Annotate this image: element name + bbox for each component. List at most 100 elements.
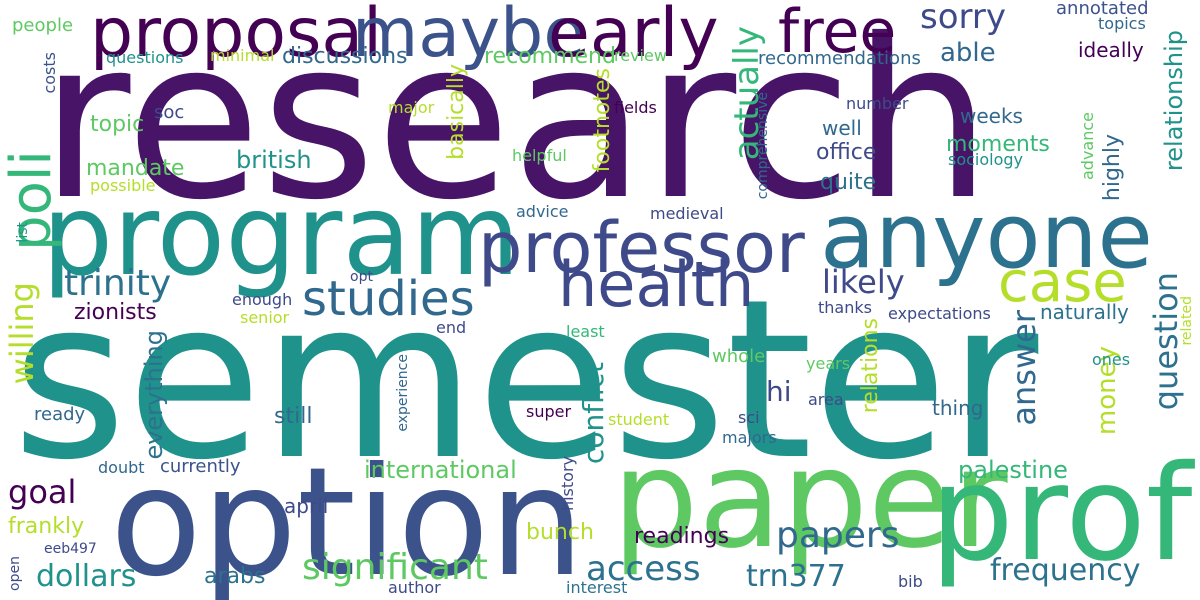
word-proposal: proposal xyxy=(90,0,382,73)
word-least: least xyxy=(566,322,605,341)
word-early: early xyxy=(548,0,719,73)
word-research: research xyxy=(40,0,992,248)
word-advice: advice xyxy=(516,202,569,221)
word-helpful: helpful xyxy=(512,146,567,165)
word-costs: costs xyxy=(40,52,59,94)
word-prof: prof xyxy=(930,437,1193,591)
word-discussions: discussions xyxy=(282,44,408,69)
word-thanks: thanks xyxy=(818,298,872,317)
word-british: british xyxy=(236,146,312,174)
word-dollars: dollars xyxy=(36,559,137,594)
word-palestine: palestine xyxy=(958,456,1068,484)
word-weeks: weeks xyxy=(960,104,1023,128)
word-open: open xyxy=(7,556,23,591)
word-footnotes: footnotes xyxy=(590,68,615,173)
word-papers: papers xyxy=(776,515,900,556)
word-moments: moments xyxy=(946,132,1050,157)
word-recommend: recommend xyxy=(484,44,616,69)
word-office: office xyxy=(816,140,877,165)
word-whole: whole xyxy=(712,346,766,367)
word-people: people xyxy=(12,15,74,36)
word-poli: poli xyxy=(0,150,64,251)
word-enough: enough xyxy=(232,290,293,309)
word-senior: senior xyxy=(240,308,290,327)
word-health: health xyxy=(558,248,755,321)
word-semester: semester xyxy=(12,252,1039,508)
word-studies: studies xyxy=(302,271,475,327)
word-mandate: mandate xyxy=(86,156,185,181)
word-majors: majors xyxy=(722,428,777,447)
word-relations: relations xyxy=(858,318,883,414)
word-experience: experience xyxy=(395,354,411,432)
word-super: super xyxy=(526,402,572,421)
word-major: major xyxy=(388,98,435,117)
word-medieval: medieval xyxy=(650,204,724,223)
word-student: student xyxy=(608,410,670,429)
word-currently: currently xyxy=(160,456,241,477)
word-interest: interest xyxy=(566,578,628,597)
word-arabs: arabs xyxy=(204,564,266,589)
word-trn377: trn377 xyxy=(746,559,846,594)
word-professor: professor xyxy=(478,207,805,289)
word-eeb497: eeb497 xyxy=(44,541,97,557)
word-expectations: expectations xyxy=(888,304,991,323)
word-conflict: conflict xyxy=(577,362,610,465)
word-number: number xyxy=(846,94,909,113)
word-questions: questions xyxy=(106,48,184,67)
word-basically: basically xyxy=(444,64,469,160)
word-everything: everything xyxy=(140,330,168,460)
word-highly: highly xyxy=(1100,134,1125,202)
word-author: author xyxy=(388,578,441,597)
word-possible: possible xyxy=(90,176,156,195)
word-question: question xyxy=(1147,272,1185,411)
word-paper: paper xyxy=(612,421,1008,579)
word-likely: likely xyxy=(822,263,905,301)
word-naturally: naturally xyxy=(1040,300,1129,324)
word-sci: sci xyxy=(738,408,760,427)
word-anyone: anyone xyxy=(820,184,1153,289)
word-zionists: zionists xyxy=(74,300,157,325)
word-still: still xyxy=(274,404,313,429)
word-review: review xyxy=(614,46,667,65)
word-area: area xyxy=(808,390,844,409)
word-international: international xyxy=(364,456,517,484)
word-bib: bib xyxy=(898,572,923,591)
word-case: case xyxy=(998,250,1127,315)
word-significant: significant xyxy=(302,547,488,588)
word-bunch: bunch xyxy=(526,520,594,545)
word-program: program xyxy=(42,171,521,301)
word-well: well xyxy=(822,116,862,140)
word-recommendations: recommendations xyxy=(758,48,921,69)
word-ones: ones xyxy=(1092,350,1131,369)
word-access: access xyxy=(586,549,701,589)
word-quite: quite xyxy=(820,170,877,195)
word-sociology: sociology xyxy=(948,150,1024,169)
word-answer: answer xyxy=(1005,310,1043,426)
word-hi: hi xyxy=(766,375,792,408)
word-sorry: sorry xyxy=(920,0,1006,37)
word-advance: advance xyxy=(1078,112,1097,181)
word-readings: readings xyxy=(634,524,730,549)
word-frequency: frequency xyxy=(990,553,1141,588)
word-end: end xyxy=(436,318,467,337)
word-thing: thing xyxy=(932,396,984,420)
word-fields: fields xyxy=(614,98,657,117)
word-ideally: ideally xyxy=(1078,38,1144,62)
word-comprehensive: comprehensive xyxy=(755,92,771,200)
word-list: list xyxy=(15,222,31,243)
word-maybe: maybe xyxy=(352,0,586,73)
word-option: option xyxy=(110,436,585,600)
word-doubt: doubt xyxy=(98,458,145,477)
word-years: years xyxy=(806,354,851,373)
word-goal: goal xyxy=(8,473,77,511)
word-minimal: minimal xyxy=(210,46,275,65)
word-annotated: annotated xyxy=(1056,0,1149,19)
word-frankly: frankly xyxy=(8,514,85,539)
word-topics: topics xyxy=(1098,14,1146,33)
word-opt: opt xyxy=(350,269,373,285)
word-able: able xyxy=(940,38,996,68)
word-trinity: trinity xyxy=(64,263,172,304)
word-relationship: relationship xyxy=(1160,30,1188,172)
word-topic: topic xyxy=(90,112,145,137)
